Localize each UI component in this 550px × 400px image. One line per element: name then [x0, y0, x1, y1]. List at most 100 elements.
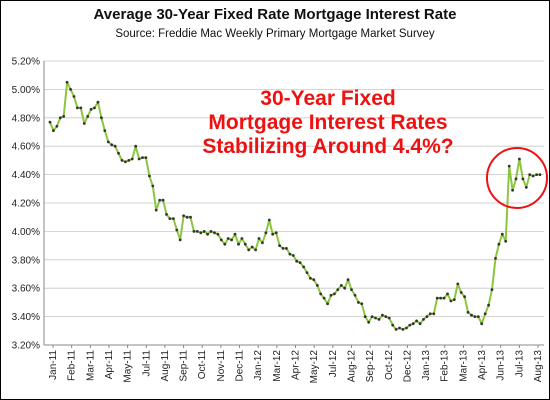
data-point [243, 242, 247, 246]
data-point [154, 208, 158, 212]
data-point [463, 295, 466, 299]
x-tick-label: Apr-13 [477, 350, 488, 380]
data-point [528, 173, 532, 177]
data-point [473, 315, 477, 318]
data-point [226, 237, 230, 240]
data-point [285, 247, 288, 250]
data-point [480, 322, 484, 326]
data-point [209, 230, 213, 233]
data-point [374, 316, 377, 320]
data-point [357, 301, 360, 304]
data-point [291, 254, 295, 257]
data-point [333, 292, 336, 296]
data-point [302, 265, 305, 269]
data-point [401, 328, 405, 331]
x-tick-label: May-12 [309, 350, 320, 384]
data-point [117, 151, 120, 155]
data-point [326, 302, 329, 306]
data-point [494, 257, 497, 260]
x-tick-label: Jan-13 [421, 350, 432, 381]
data-point [202, 230, 206, 233]
data-point [182, 214, 186, 218]
data-point [58, 116, 62, 120]
data-point [247, 248, 251, 252]
data-point [315, 284, 319, 287]
data-point [106, 140, 110, 144]
data-point [483, 312, 487, 316]
data-point [298, 261, 302, 264]
data-point [405, 326, 408, 330]
data-point [343, 286, 347, 290]
data-point [158, 198, 162, 202]
data-point [350, 288, 353, 291]
data-point [278, 244, 281, 248]
data-point [240, 237, 244, 240]
data-point [127, 159, 131, 162]
data-point [55, 124, 59, 128]
data-point [233, 232, 237, 236]
data-point [199, 231, 203, 235]
data-point [288, 252, 292, 256]
y-tick-label: 3.80% [12, 255, 40, 266]
chart-subtitle: Source: Freddie Mac Weekly Primary Mortg… [115, 28, 435, 40]
data-point [500, 232, 504, 236]
data-point [398, 326, 401, 330]
data-point [504, 239, 508, 243]
data-point [261, 241, 264, 245]
data-point [161, 198, 165, 202]
data-point [381, 313, 384, 317]
x-tick-label: Jan-11 [48, 350, 59, 380]
y-tick-label: 4.00% [12, 227, 40, 238]
x-tick-label: Oct-12 [384, 350, 395, 380]
y-tick-label: 3.40% [12, 312, 40, 323]
x-tick-label: Sep-11 [179, 350, 190, 382]
data-point [124, 160, 127, 164]
x-tick-label: May-11 [123, 350, 134, 383]
data-point [230, 238, 234, 242]
data-point [141, 156, 144, 160]
data-point [151, 184, 155, 188]
x-tick-label: Jul-11 [141, 350, 152, 377]
data-point [319, 292, 323, 296]
data-point [456, 282, 460, 286]
x-tick-label: Jul-12 [328, 350, 339, 378]
data-point [538, 173, 542, 177]
data-point [470, 313, 473, 317]
data-point [113, 144, 117, 148]
series-layer [48, 80, 542, 331]
data-point [435, 296, 439, 300]
data-point [367, 320, 371, 324]
data-point [185, 215, 189, 219]
x-tick-label: Oct-11 [197, 350, 208, 380]
data-point [178, 238, 182, 242]
data-point [79, 106, 83, 110]
data-point [336, 288, 340, 291]
data-point [442, 296, 446, 300]
data-point [69, 88, 72, 91]
y-tick-label: 3.60% [12, 284, 40, 295]
data-point [490, 288, 494, 291]
data-point [339, 284, 343, 287]
data-point [305, 271, 309, 274]
data-point [518, 157, 521, 161]
y-tick-label: 5.00% [12, 85, 40, 96]
data-point [295, 259, 299, 263]
data-point [257, 237, 261, 240]
data-point [384, 315, 388, 318]
x-tick-label: Mar-12 [272, 350, 283, 382]
x-tick-label: Aug-11 [160, 350, 171, 382]
y-tick-label: 4.20% [12, 199, 40, 210]
highlight-circle [486, 147, 548, 209]
data-point [86, 115, 90, 118]
data-point [329, 293, 333, 297]
data-point [312, 278, 316, 282]
data-point [466, 310, 470, 314]
data-point [172, 217, 175, 221]
annotation-line: 30-Year Fixed [260, 87, 395, 110]
x-tick-label: Feb-11 [67, 350, 78, 381]
data-point [250, 245, 254, 249]
annotation-line: Stabilizing Around 4.4%? [202, 135, 453, 158]
data-point [89, 107, 93, 111]
data-point [360, 302, 364, 306]
